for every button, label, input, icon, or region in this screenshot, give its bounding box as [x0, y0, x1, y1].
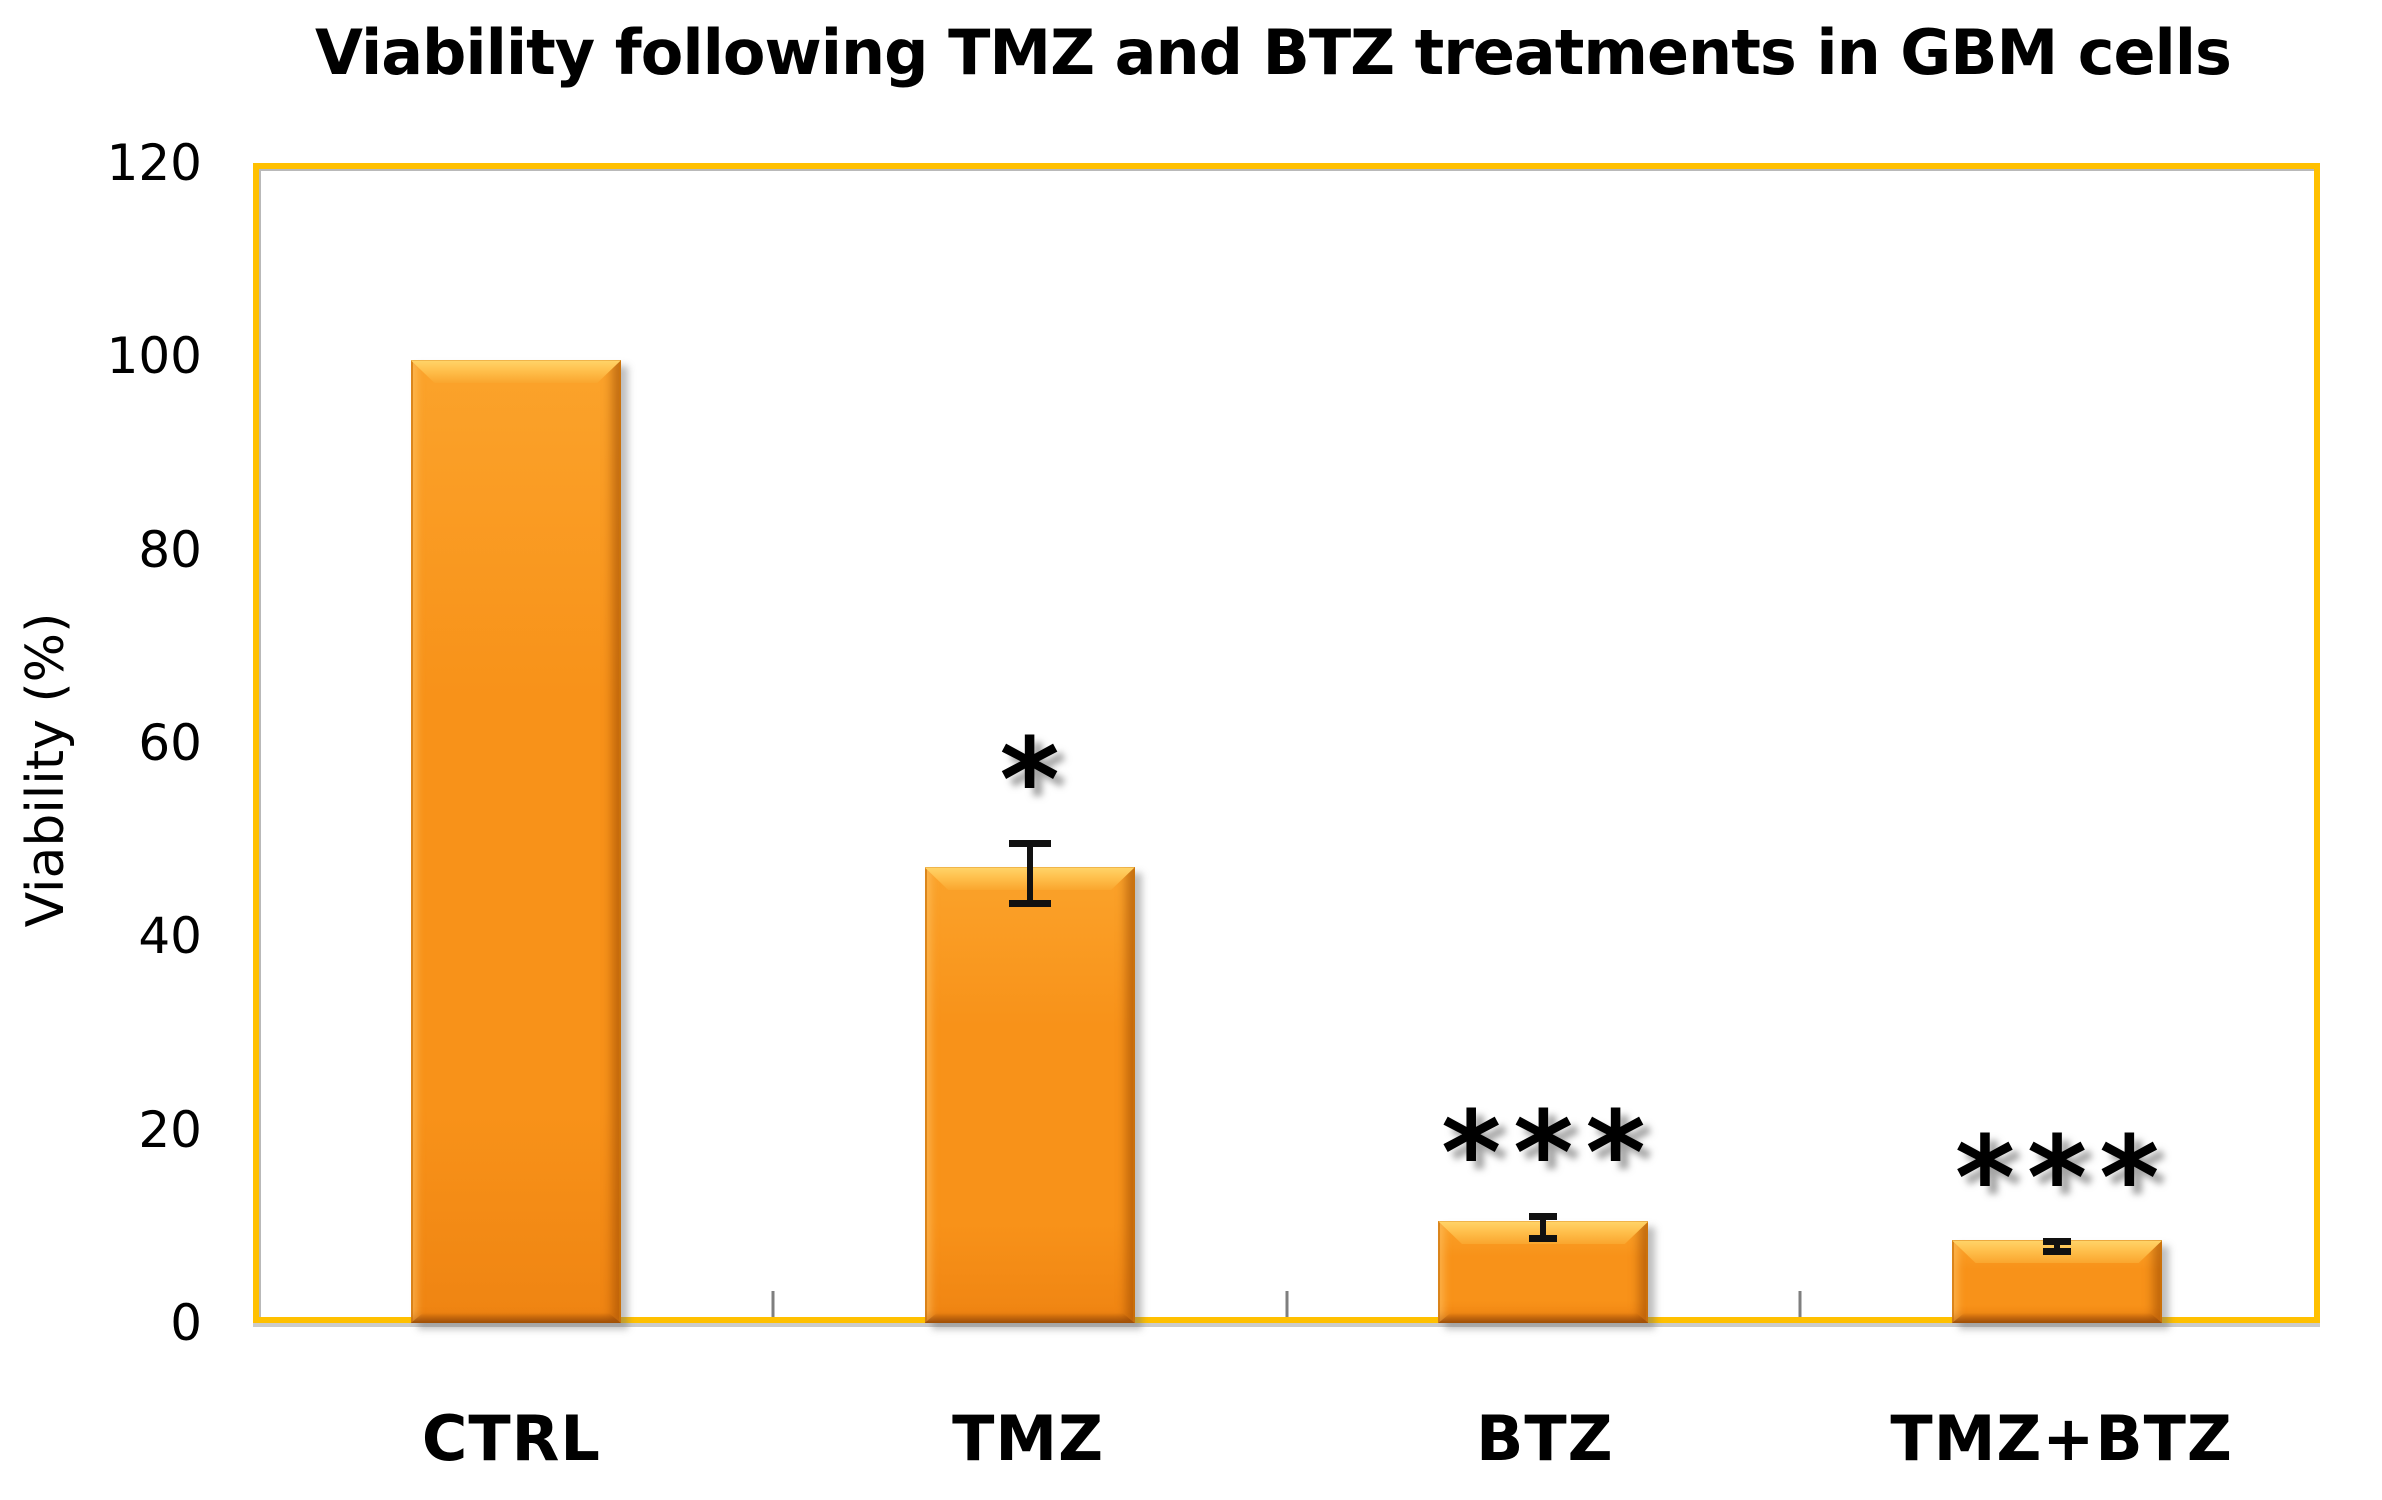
- bar-tmz: [924, 867, 1135, 1323]
- bar-columns: * *** ***: [259, 169, 2314, 1323]
- y-tick-label-100: 100: [106, 327, 202, 386]
- category-boundary-tick: [1798, 1291, 1802, 1317]
- error-bar-tmz-btz: [2043, 1237, 2072, 1256]
- error-bar-cap-bottom: [1529, 1234, 1558, 1242]
- x-tick-label-tmz-btz: TMZ+BTZ: [1890, 1401, 2233, 1475]
- error-bar-stem: [1540, 1213, 1547, 1242]
- y-tick-label-40: 40: [138, 907, 202, 966]
- category-boundary-tick: [1285, 1291, 1288, 1317]
- bar-group-ctrl: [259, 169, 773, 1323]
- y-axis-ticks: 0 20 40 60 80 100 120: [0, 138, 202, 1348]
- significance-marker-tmz: *: [999, 714, 1072, 849]
- y-tick-label-0: 0: [170, 1294, 202, 1352]
- x-tick-label-tmz: TMZ: [952, 1401, 1105, 1475]
- error-bar-tmz: [1008, 839, 1051, 907]
- y-tick-label-120: 120: [106, 134, 202, 192]
- bar-group-tmz: *: [773, 169, 1287, 1323]
- error-bar-stem: [1026, 839, 1033, 907]
- error-bar-btz: [1529, 1213, 1558, 1242]
- y-tick-label-20: 20: [138, 1100, 202, 1159]
- y-tick-label-60: 60: [138, 714, 202, 772]
- error-bar-stem: [2054, 1237, 2061, 1256]
- x-axis-labels: CTRL TMZ BTZ TMZ+BTZ: [253, 1392, 2320, 1484]
- bar-ctrl: [410, 360, 621, 1323]
- bar-group-btz: ***: [1287, 169, 1801, 1323]
- y-tick-label-80: 80: [138, 520, 202, 579]
- error-bar-cap-bottom: [2043, 1248, 2072, 1256]
- x-tick-label-ctrl: CTRL: [421, 1401, 601, 1475]
- chart-title: Viability following TMZ and BTZ treatmen…: [315, 16, 2232, 89]
- significance-marker-tmz-btz: ***: [1954, 1112, 2172, 1247]
- error-bar-cap-bottom: [1008, 899, 1051, 907]
- x-tick-label-btz: BTZ: [1476, 1401, 1614, 1475]
- bar-group-tmz-btz: ***: [1800, 169, 2314, 1323]
- plot-area: * *** ***: [253, 163, 2320, 1323]
- significance-marker-btz: ***: [1441, 1087, 1658, 1222]
- category-boundary-tick: [771, 1291, 775, 1317]
